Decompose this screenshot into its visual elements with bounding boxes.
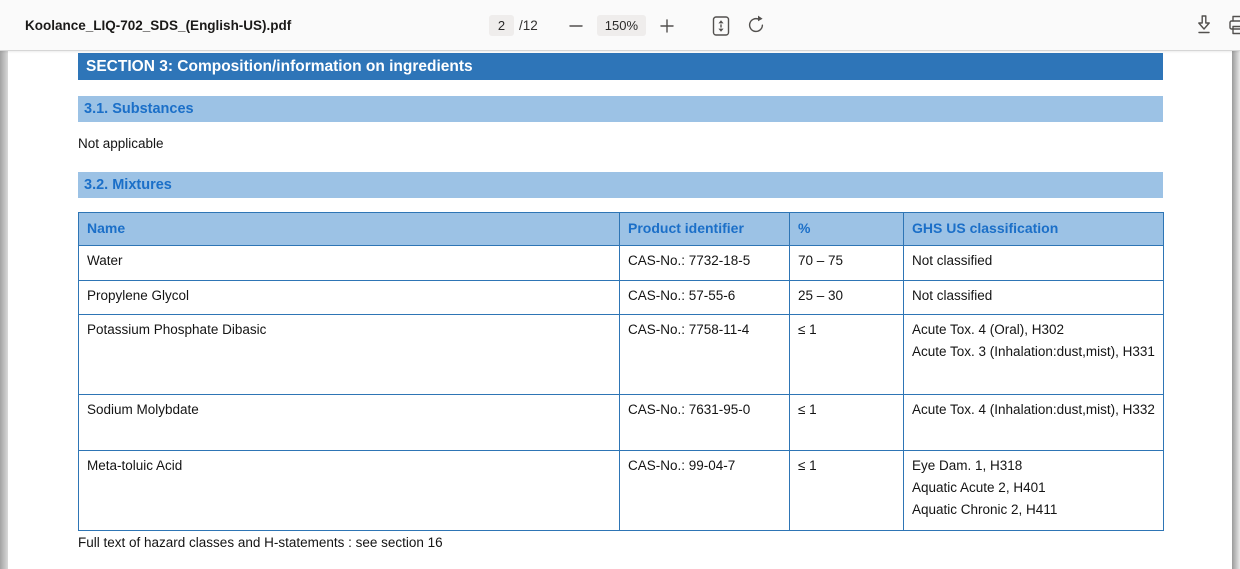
rotate-button[interactable]: [745, 14, 767, 38]
ghs-classification-line: Acute Tox. 3 (Inhalation:dust,mist), H33…: [912, 344, 1155, 359]
pdf-page: SECTION 3: Composition/information on in…: [8, 51, 1232, 569]
table-body: Water CAS-No.: 7732-18-5 70 – 75 Not classi…: [78, 245, 1164, 531]
percent-range: ≤ 1: [789, 450, 904, 531]
ghs-classification-line: Acute Tox. 4 (Inhalation:dust,mist), H33…: [912, 402, 1155, 417]
ghs-classification: Not classified: [903, 280, 1164, 315]
cas-number: CAS-No.: 7732-18-5: [619, 245, 790, 281]
ghs-classification: Not classified: [903, 245, 1164, 281]
fit-to-page-icon: [712, 15, 730, 36]
table-header-row: Name Product identifier% GHS US classifica…: [78, 212, 1164, 246]
download-icon: [1198, 15, 1210, 34]
ghs-classification: Eye Dam. 1, H318 Aquatic Acute 2, H401 Aqu…: [903, 450, 1164, 531]
printer-icon: [1229, 15, 1240, 35]
percent-range: ≤ 1: [789, 394, 904, 451]
ingredient-name: Meta-toluic Acid: [78, 450, 620, 531]
cas-number: CAS-No.: 99-04-7: [619, 450, 790, 531]
ghs-classification-line: Aquatic Acute 2, H401: [912, 480, 1046, 495]
subsection-3-1-header: 3.1. Substances: [78, 96, 1163, 122]
ghs-classification-line: Eye Dam. 1, H318: [912, 458, 1023, 473]
table-row: Potassium Phosphate Dibasic CAS-No.: 7758…: [78, 314, 1164, 395]
cas-number: CAS-No.: 7631-95-0: [619, 394, 790, 451]
zoom-level-display[interactable]: 150%: [596, 15, 647, 36]
table-row: Sodium Molybdate CAS-No.: 7631-95-0 ≤ 1 Acu…: [78, 394, 1164, 451]
percent-range: 25 – 30: [789, 280, 904, 315]
section-3-header: SECTION 3: Composition/information on in…: [78, 53, 1163, 80]
ghs-classification: Acute Tox. 4 (Oral), H302 Acute Tox. 3 (I…: [903, 314, 1164, 395]
ghs-classification-line: Not classified: [912, 253, 993, 268]
page-number-input[interactable]: 2: [489, 15, 514, 36]
ghs-classification-line: Aquatic Chronic 2, H411: [912, 502, 1058, 517]
column-header: %: [789, 212, 904, 246]
minus-icon: [569, 24, 583, 27]
table-row: Propylene Glycol CAS-No.: 57-55-6 25 – 30 N…: [78, 280, 1164, 315]
pdf-toolbar: Koolance_LIQ-702_SDS_(English-US).pdf 2 …: [0, 0, 1240, 51]
plus-icon: [660, 18, 674, 33]
ingredient-name: Sodium Molybdate: [78, 394, 620, 451]
table-row: Meta-toluic Acid CAS-No.: 99-04-7 ≤ 1 Eye D…: [78, 450, 1164, 531]
ingredients-table: Name Product identifier% GHS US classifica…: [78, 212, 1164, 531]
rotate-icon: [748, 15, 764, 32]
ghs-classification-line: Not classified: [912, 288, 993, 303]
percent-range: 70 – 75: [789, 245, 904, 281]
subsection-3-2-header: 3.2. Mixtures: [78, 172, 1163, 198]
cas-number: CAS-No.: 7758-11-4: [619, 314, 790, 395]
viewer-background-left: [0, 51, 8, 569]
substances-not-applicable-text: Not applicable: [78, 136, 164, 151]
scrollbar-track[interactable]: [1232, 51, 1240, 569]
ghs-classification-line: Acute Tox. 4 (Oral), H302: [912, 322, 1065, 337]
toolbar-center-controls: 2 /12 150%: [489, 0, 767, 51]
pdf-viewer-canvas: SECTION 3: Composition/information on in…: [0, 51, 1240, 569]
column-header: Name: [78, 212, 620, 246]
hazard-statements-footnote: Full text of hazard classes and H-statem…: [78, 535, 443, 550]
zoom-out-button[interactable]: [568, 18, 584, 34]
zoom-in-button[interactable]: [659, 18, 675, 34]
cas-number: CAS-No.: 57-55-6: [619, 280, 790, 315]
ingredient-name: Potassium Phosphate Dibasic: [78, 314, 620, 395]
percent-range: ≤ 1: [789, 314, 904, 395]
ingredient-name: Propylene Glycol: [78, 280, 620, 315]
fit-to-page-button[interactable]: [710, 14, 732, 38]
download-button[interactable]: [1194, 13, 1214, 37]
print-button[interactable]: [1227, 13, 1240, 37]
column-header: Product identifier: [619, 212, 790, 246]
document-filename: Koolance_LIQ-702_SDS_(English-US).pdf: [25, 18, 292, 33]
page-count-label: /12: [519, 18, 538, 33]
ingredient-name: Water: [78, 245, 620, 281]
ghs-classification: Acute Tox. 4 (Inhalation:dust,mist), H33…: [903, 394, 1164, 451]
table-row: Water CAS-No.: 7732-18-5 70 – 75 Not classi…: [78, 245, 1164, 281]
column-header: GHS US classification: [903, 212, 1164, 246]
sds-document-content: SECTION 3: Composition/information on in…: [8, 53, 1164, 550]
